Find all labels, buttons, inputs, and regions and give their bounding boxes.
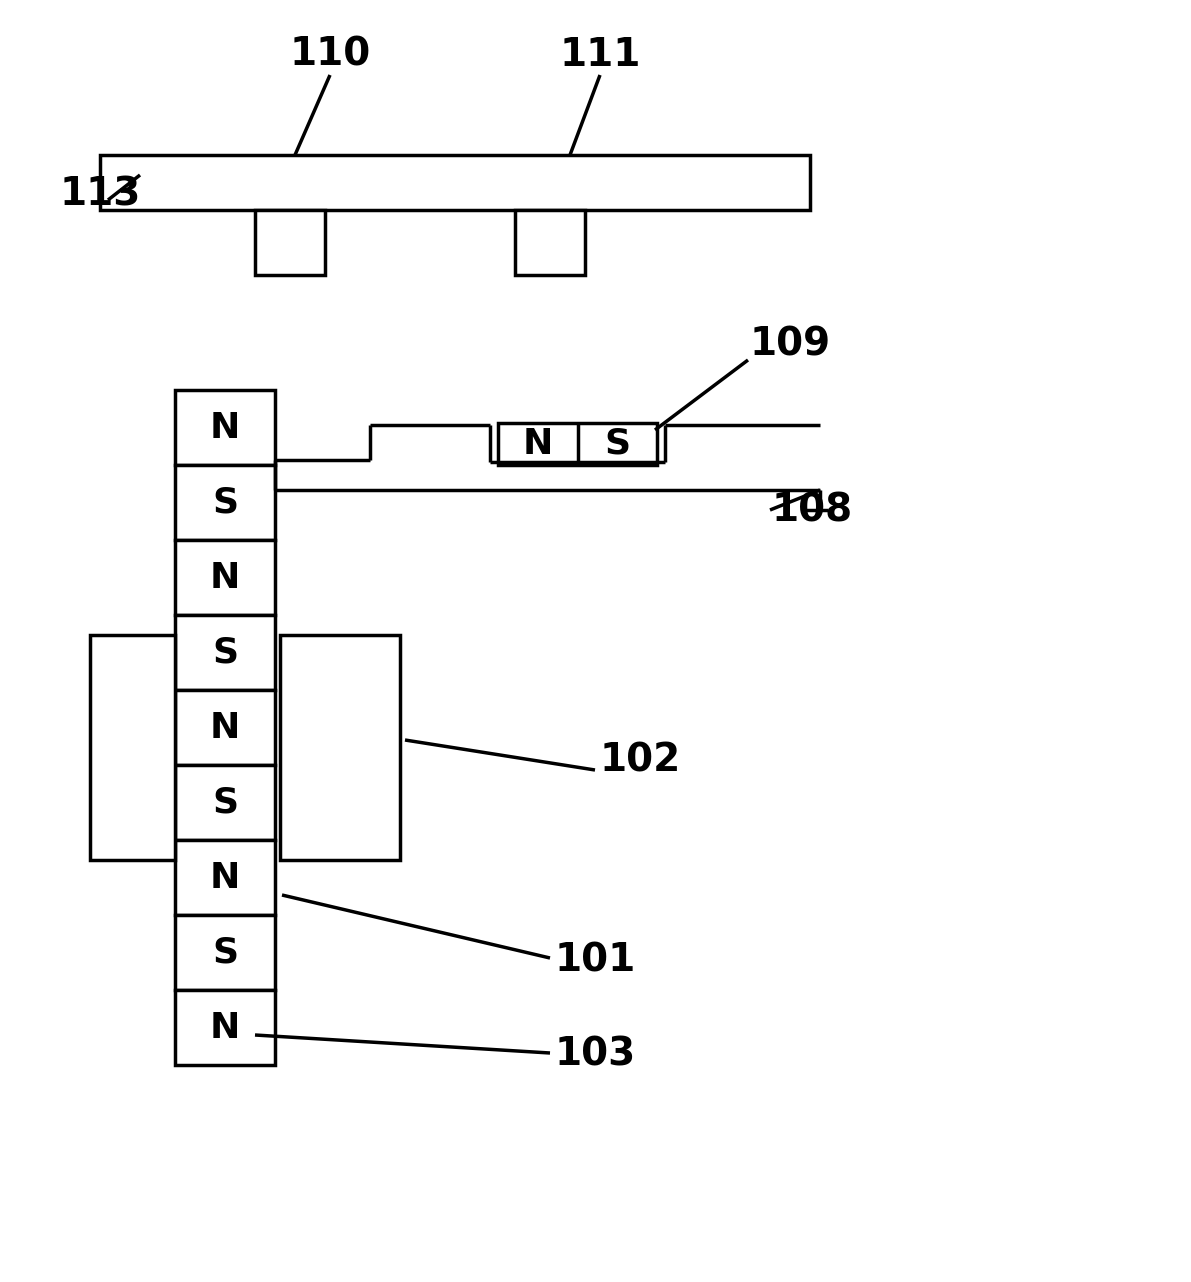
Text: N: N xyxy=(210,410,241,445)
Text: N: N xyxy=(210,860,241,895)
Bar xyxy=(175,615,275,690)
Text: N: N xyxy=(210,1010,241,1045)
Bar xyxy=(175,690,275,765)
Text: 102: 102 xyxy=(600,741,681,779)
Bar xyxy=(280,635,400,860)
Text: S: S xyxy=(212,936,238,969)
Text: S: S xyxy=(604,427,630,462)
Text: 108: 108 xyxy=(772,491,853,529)
Text: N: N xyxy=(523,427,553,462)
Text: 101: 101 xyxy=(555,941,636,979)
Text: 113: 113 xyxy=(60,176,142,214)
Text: 110: 110 xyxy=(289,36,370,74)
Text: S: S xyxy=(212,486,238,519)
Text: 111: 111 xyxy=(560,36,641,74)
Bar xyxy=(91,635,175,860)
Bar xyxy=(175,915,275,990)
Bar xyxy=(175,765,275,840)
Text: N: N xyxy=(210,710,241,745)
Text: S: S xyxy=(212,786,238,819)
Text: 109: 109 xyxy=(750,326,831,364)
Bar xyxy=(175,990,275,1065)
Text: N: N xyxy=(210,560,241,595)
Bar xyxy=(175,840,275,915)
Bar xyxy=(175,465,275,540)
Text: 103: 103 xyxy=(555,1036,636,1074)
Bar xyxy=(498,423,657,465)
Text: S: S xyxy=(212,636,238,669)
Bar xyxy=(255,210,325,276)
Bar xyxy=(175,540,275,615)
Bar xyxy=(100,155,810,210)
Bar xyxy=(175,390,275,465)
Bar xyxy=(515,210,585,276)
